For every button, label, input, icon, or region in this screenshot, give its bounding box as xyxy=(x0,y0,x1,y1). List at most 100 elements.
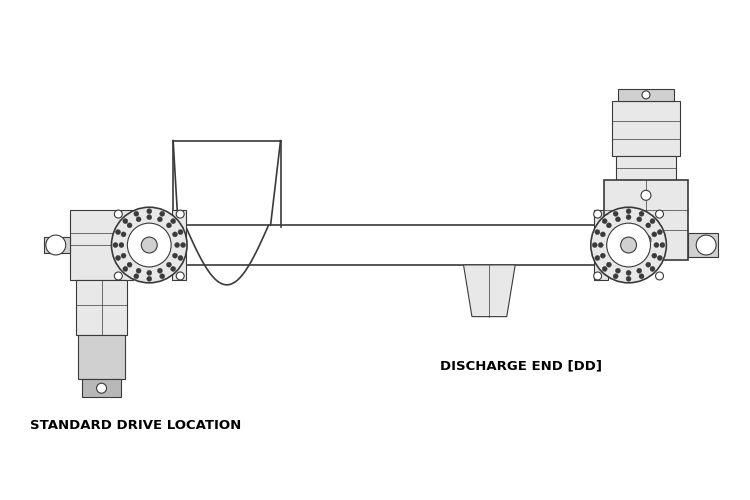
Circle shape xyxy=(128,223,171,267)
Circle shape xyxy=(600,253,605,258)
Circle shape xyxy=(592,242,597,248)
Circle shape xyxy=(171,218,176,224)
Circle shape xyxy=(134,274,139,279)
Circle shape xyxy=(607,262,611,267)
Circle shape xyxy=(176,272,184,280)
Bar xyxy=(172,210,186,280)
Circle shape xyxy=(594,272,602,280)
Circle shape xyxy=(595,256,600,260)
Text: STANDARD DRIVE LOCATION: STANDARD DRIVE LOCATION xyxy=(30,419,242,432)
Bar xyxy=(78,334,125,380)
Circle shape xyxy=(121,253,126,258)
Circle shape xyxy=(654,242,659,248)
Circle shape xyxy=(134,212,139,216)
Circle shape xyxy=(595,230,600,234)
Circle shape xyxy=(119,242,124,248)
Circle shape xyxy=(176,210,184,218)
Circle shape xyxy=(171,266,176,272)
Circle shape xyxy=(660,242,665,248)
Bar xyxy=(594,210,608,280)
Circle shape xyxy=(657,256,662,260)
Circle shape xyxy=(116,256,121,260)
Circle shape xyxy=(639,212,644,216)
Circle shape xyxy=(598,242,603,248)
Circle shape xyxy=(602,266,608,272)
Circle shape xyxy=(614,274,618,279)
Circle shape xyxy=(178,230,183,234)
Circle shape xyxy=(158,268,163,273)
Bar xyxy=(44,237,70,253)
Circle shape xyxy=(123,218,128,224)
Circle shape xyxy=(637,217,642,222)
Circle shape xyxy=(127,262,132,267)
Bar xyxy=(612,101,680,156)
Bar xyxy=(616,156,676,180)
Circle shape xyxy=(642,91,650,99)
Circle shape xyxy=(141,237,158,253)
Bar xyxy=(184,225,194,265)
Circle shape xyxy=(600,232,605,237)
Circle shape xyxy=(646,262,651,267)
Circle shape xyxy=(160,274,165,279)
Circle shape xyxy=(112,207,187,283)
Circle shape xyxy=(652,253,657,258)
Circle shape xyxy=(147,276,152,281)
Bar xyxy=(70,210,134,280)
Circle shape xyxy=(172,232,178,237)
Circle shape xyxy=(113,242,118,248)
Circle shape xyxy=(641,235,651,245)
Circle shape xyxy=(97,384,106,393)
Circle shape xyxy=(114,272,122,280)
Circle shape xyxy=(158,217,163,222)
Circle shape xyxy=(147,208,152,214)
Circle shape xyxy=(626,214,631,220)
Circle shape xyxy=(116,230,121,234)
Circle shape xyxy=(166,223,172,228)
Circle shape xyxy=(652,232,657,237)
Circle shape xyxy=(657,230,662,234)
Circle shape xyxy=(616,217,620,222)
Bar xyxy=(604,180,688,260)
Polygon shape xyxy=(464,265,515,316)
Circle shape xyxy=(614,212,618,216)
Circle shape xyxy=(172,253,178,258)
Circle shape xyxy=(656,210,664,218)
Circle shape xyxy=(621,237,637,253)
Circle shape xyxy=(646,223,651,228)
Circle shape xyxy=(639,274,644,279)
Circle shape xyxy=(696,235,716,255)
Bar xyxy=(586,225,596,265)
Circle shape xyxy=(147,270,152,276)
Bar xyxy=(618,89,674,101)
Circle shape xyxy=(650,218,655,224)
Circle shape xyxy=(136,268,141,273)
Circle shape xyxy=(160,212,165,216)
Circle shape xyxy=(626,208,631,214)
Circle shape xyxy=(626,270,631,276)
Circle shape xyxy=(656,272,664,280)
Bar xyxy=(688,233,718,257)
Bar xyxy=(82,380,122,397)
Bar xyxy=(76,280,128,334)
Circle shape xyxy=(607,223,650,267)
Circle shape xyxy=(641,190,651,200)
Text: DISCHARGE END [DD]: DISCHARGE END [DD] xyxy=(440,360,602,372)
Circle shape xyxy=(166,262,172,267)
Circle shape xyxy=(147,214,152,220)
Circle shape xyxy=(121,232,126,237)
Circle shape xyxy=(181,242,185,248)
Circle shape xyxy=(591,207,666,283)
Circle shape xyxy=(114,210,122,218)
Circle shape xyxy=(594,210,602,218)
Circle shape xyxy=(602,218,608,224)
Circle shape xyxy=(637,268,642,273)
Circle shape xyxy=(178,256,183,260)
Circle shape xyxy=(136,217,141,222)
Circle shape xyxy=(127,223,132,228)
Circle shape xyxy=(607,223,611,228)
Circle shape xyxy=(626,276,631,281)
Circle shape xyxy=(123,266,128,272)
Circle shape xyxy=(650,266,655,272)
Circle shape xyxy=(46,235,66,255)
Circle shape xyxy=(175,242,179,248)
